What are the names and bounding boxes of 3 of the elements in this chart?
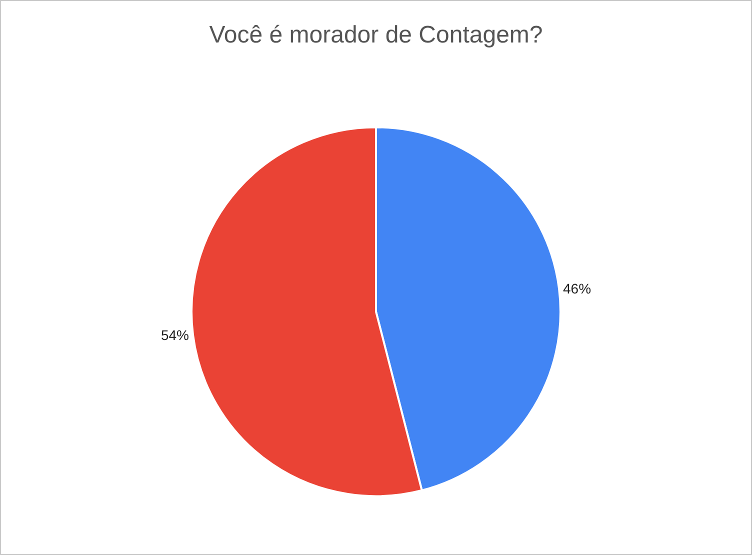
data-label: 46% — [563, 280, 592, 296]
data-label: 54% — [160, 326, 189, 343]
chart-title: Você é morador de Contagem? — [209, 22, 543, 49]
